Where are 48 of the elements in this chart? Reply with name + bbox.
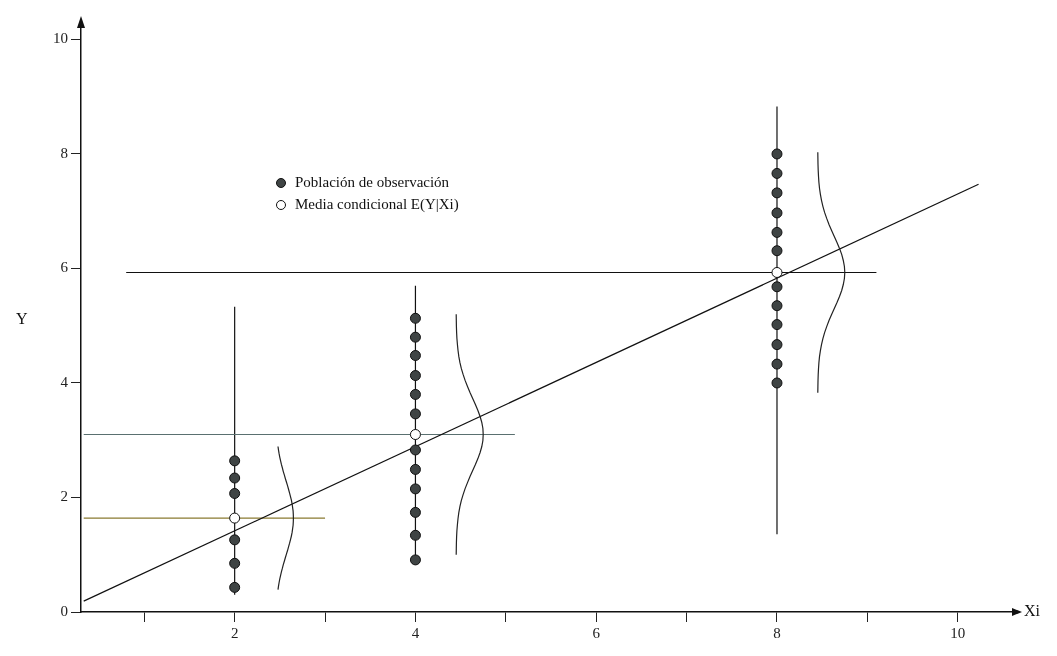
x-tick-label: 2 [230, 624, 239, 641]
point [229, 487, 241, 499]
y-tick-label: 6 [60, 259, 69, 276]
point [771, 245, 783, 257]
point [771, 339, 783, 351]
point [409, 312, 421, 324]
x-tick-label: 4 [411, 624, 420, 641]
point [229, 455, 241, 467]
point [229, 512, 241, 524]
x-tick-label: 6 [592, 624, 601, 641]
point [409, 408, 421, 420]
point [771, 148, 783, 160]
x-axis-title: Xi [1024, 602, 1041, 620]
legend-label: Población de observación [295, 173, 450, 190]
point [229, 581, 241, 593]
point [409, 370, 421, 382]
point [229, 472, 241, 484]
point [771, 319, 783, 331]
point [771, 187, 783, 199]
y-axis-title: Y [16, 310, 28, 328]
legend-label: Media condicional E(Y|Xi) [295, 195, 459, 213]
y-tick-label: 2 [60, 488, 68, 505]
point [409, 506, 421, 518]
point [771, 226, 783, 238]
point [409, 554, 421, 566]
point [409, 444, 421, 456]
point [771, 281, 783, 293]
point [229, 557, 241, 569]
y-tick-label: 10 [53, 30, 68, 47]
y-tick-label: 0 [60, 602, 68, 619]
x-tick-label: 10 [950, 624, 966, 641]
point [771, 167, 783, 179]
point [409, 463, 421, 475]
point [771, 300, 783, 312]
point [409, 388, 421, 400]
point [409, 529, 421, 541]
y-tick-label: 4 [60, 373, 69, 390]
point [229, 534, 241, 546]
point [409, 350, 421, 361]
point [409, 331, 421, 343]
y-tick-label: 8 [60, 144, 68, 161]
point [409, 483, 421, 495]
x-tick-label: 8 [773, 624, 781, 641]
point [771, 377, 783, 389]
point [771, 358, 783, 370]
point [409, 429, 421, 441]
point [771, 266, 783, 278]
point [771, 207, 783, 219]
